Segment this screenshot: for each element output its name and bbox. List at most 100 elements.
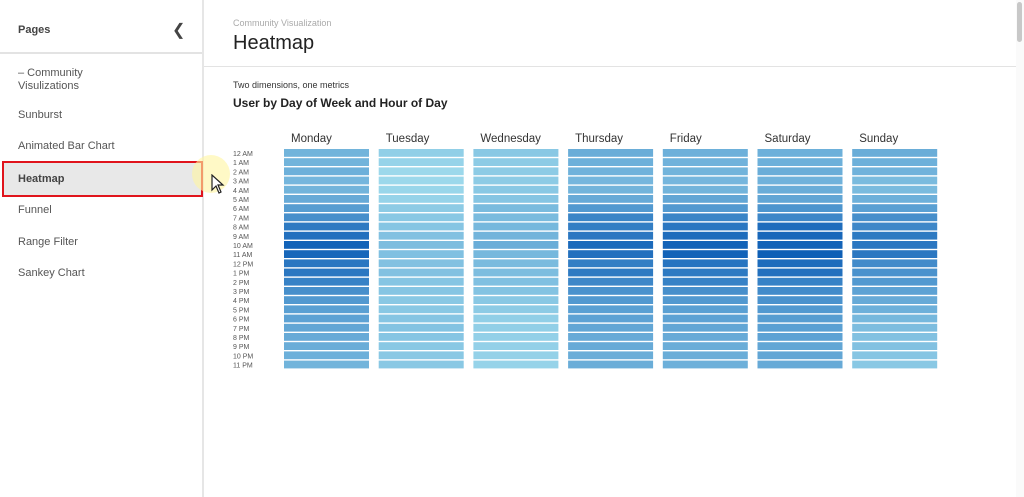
- heatmap-cell[interactable]: [852, 222, 938, 231]
- heatmap-cell[interactable]: [757, 250, 843, 258]
- heatmap-cell[interactable]: [662, 222, 748, 231]
- heatmap-cell[interactable]: [568, 305, 654, 314]
- heatmap-cell[interactable]: [852, 149, 938, 157]
- heatmap-cell[interactable]: [473, 323, 559, 332]
- sidebar-item-sankey-chart[interactable]: Sankey Chart: [18, 267, 85, 279]
- heatmap-cell[interactable]: [378, 351, 464, 360]
- heatmap-cell[interactable]: [378, 213, 464, 222]
- heatmap-cell[interactable]: [662, 323, 748, 332]
- heatmap-cell[interactable]: [284, 360, 369, 369]
- heatmap-cell[interactable]: [284, 250, 369, 258]
- heatmap-cell[interactable]: [852, 204, 938, 212]
- heatmap-cell[interactable]: [662, 333, 748, 341]
- heatmap-cell[interactable]: [473, 176, 559, 185]
- heatmap-cell[interactable]: [473, 351, 559, 360]
- heatmap-cell[interactable]: [378, 259, 464, 268]
- heatmap-cell[interactable]: [284, 314, 369, 323]
- heatmap-cell[interactable]: [568, 185, 654, 194]
- heatmap-cell[interactable]: [568, 149, 654, 157]
- heatmap-cell[interactable]: [473, 277, 559, 286]
- heatmap-cell[interactable]: [568, 259, 654, 268]
- heatmap-cell[interactable]: [284, 176, 369, 185]
- heatmap-cell[interactable]: [757, 185, 843, 194]
- heatmap-cell[interactable]: [852, 259, 938, 268]
- heatmap-cell[interactable]: [757, 259, 843, 268]
- heatmap-cell[interactable]: [662, 176, 748, 185]
- heatmap-cell[interactable]: [757, 231, 843, 240]
- heatmap-cell[interactable]: [662, 259, 748, 268]
- heatmap-cell[interactable]: [473, 259, 559, 268]
- heatmap-cell[interactable]: [568, 287, 654, 295]
- heatmap-cell[interactable]: [568, 231, 654, 240]
- heatmap-cell[interactable]: [662, 241, 748, 249]
- heatmap-cell[interactable]: [662, 185, 748, 194]
- heatmap-cell[interactable]: [473, 222, 559, 231]
- heatmap-cell[interactable]: [757, 333, 843, 341]
- heatmap-cell[interactable]: [852, 213, 938, 222]
- heatmap-cell[interactable]: [284, 195, 369, 203]
- heatmap-cell[interactable]: [568, 241, 654, 249]
- heatmap-cell[interactable]: [378, 314, 464, 323]
- heatmap-cell[interactable]: [568, 360, 654, 369]
- heatmap-cell[interactable]: [568, 342, 654, 350]
- heatmap-cell[interactable]: [378, 342, 464, 350]
- heatmap-cell[interactable]: [757, 176, 843, 185]
- heatmap-cell[interactable]: [284, 259, 369, 268]
- heatmap-cell[interactable]: [662, 277, 748, 286]
- heatmap-cell[interactable]: [662, 314, 748, 323]
- heatmap-cell[interactable]: [568, 277, 654, 286]
- heatmap-cell[interactable]: [757, 323, 843, 332]
- heatmap-cell[interactable]: [284, 333, 369, 341]
- heatmap-cell[interactable]: [378, 241, 464, 249]
- heatmap-cell[interactable]: [378, 167, 464, 176]
- heatmap-cell[interactable]: [568, 158, 654, 166]
- heatmap-cell[interactable]: [473, 204, 559, 212]
- heatmap-cell[interactable]: [757, 314, 843, 323]
- heatmap-cell[interactable]: [568, 204, 654, 212]
- heatmap-cell[interactable]: [757, 241, 843, 249]
- heatmap-cell[interactable]: [662, 351, 748, 360]
- heatmap-cell[interactable]: [284, 287, 369, 295]
- heatmap-cell[interactable]: [378, 231, 464, 240]
- heatmap-cell[interactable]: [378, 305, 464, 314]
- heatmap-cell[interactable]: [284, 323, 369, 332]
- scrollbar-thumb[interactable]: [1017, 2, 1022, 42]
- heatmap-cell[interactable]: [378, 158, 464, 166]
- heatmap-cell[interactable]: [284, 305, 369, 314]
- heatmap-cell[interactable]: [852, 351, 938, 360]
- heatmap-cell[interactable]: [852, 250, 938, 258]
- sidebar-item-animated-bar-chart[interactable]: Animated Bar Chart: [18, 140, 115, 152]
- heatmap-cell[interactable]: [568, 250, 654, 258]
- heatmap-cell[interactable]: [378, 333, 464, 341]
- heatmap-cell[interactable]: [757, 195, 843, 203]
- heatmap-cell[interactable]: [568, 268, 654, 277]
- heatmap-cell[interactable]: [852, 333, 938, 341]
- heatmap-cell[interactable]: [662, 268, 748, 277]
- heatmap-cell[interactable]: [284, 213, 369, 222]
- heatmap-cell[interactable]: [852, 323, 938, 332]
- heatmap-cell[interactable]: [662, 305, 748, 314]
- heatmap-cell[interactable]: [473, 185, 559, 194]
- heatmap-cell[interactable]: [852, 314, 938, 323]
- heatmap-cell[interactable]: [473, 314, 559, 323]
- heatmap-cell[interactable]: [284, 277, 369, 286]
- heatmap-cell[interactable]: [757, 204, 843, 212]
- heatmap-cell[interactable]: [662, 296, 748, 304]
- heatmap-cell[interactable]: [852, 158, 938, 166]
- heatmap-cell[interactable]: [284, 185, 369, 194]
- heatmap-cell[interactable]: [378, 195, 464, 203]
- heatmap-cell[interactable]: [852, 277, 938, 286]
- heatmap-cell[interactable]: [568, 167, 654, 176]
- heatmap-cell[interactable]: [757, 158, 843, 166]
- heatmap-cell[interactable]: [378, 204, 464, 212]
- heatmap-cell[interactable]: [378, 268, 464, 277]
- heatmap-cell[interactable]: [284, 351, 369, 360]
- heatmap-cell[interactable]: [284, 342, 369, 350]
- heatmap-cell[interactable]: [757, 296, 843, 304]
- heatmap-cell[interactable]: [473, 305, 559, 314]
- heatmap-cell[interactable]: [473, 241, 559, 249]
- heatmap-cell[interactable]: [662, 342, 748, 350]
- heatmap-cell[interactable]: [852, 305, 938, 314]
- heatmap-cell[interactable]: [473, 231, 559, 240]
- heatmap-cell[interactable]: [852, 195, 938, 203]
